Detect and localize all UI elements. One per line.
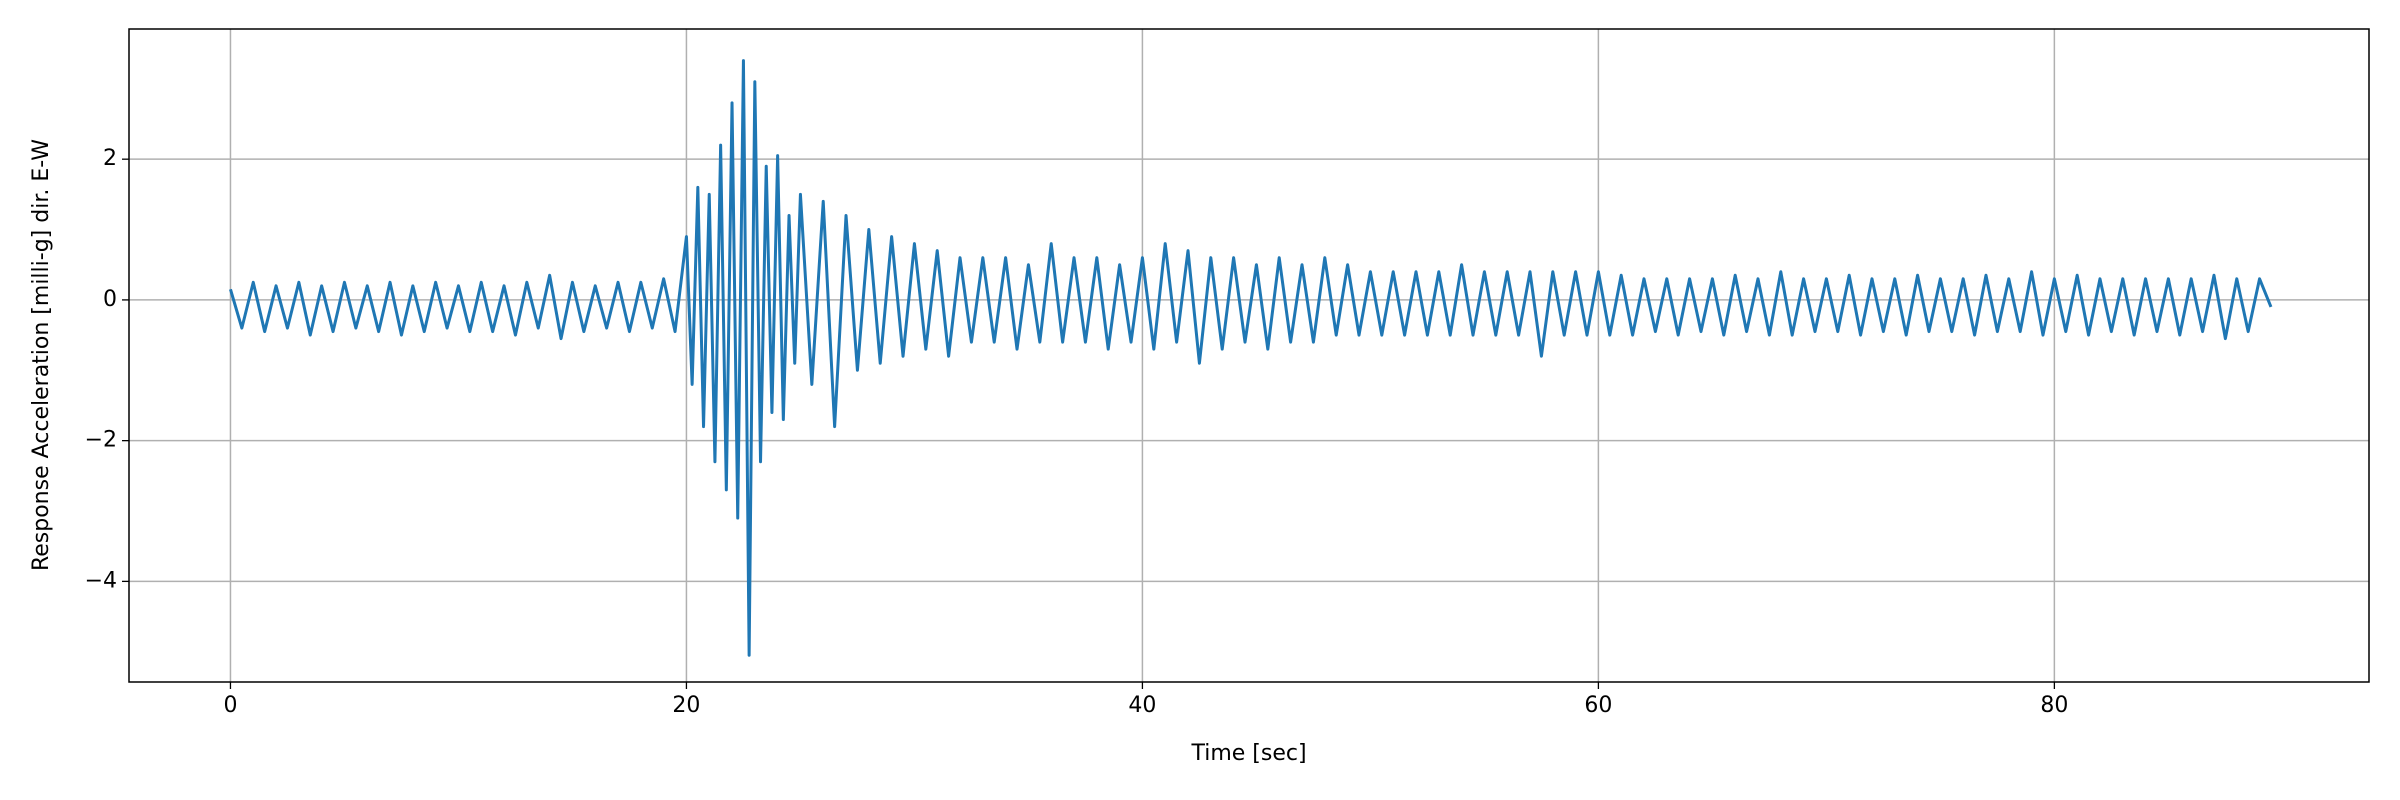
x-tick-label: 40 xyxy=(1128,693,1156,718)
y-tick-label: −2 xyxy=(85,428,117,453)
y-tick-label: 2 xyxy=(103,146,117,171)
x-axis-label: Time [sec] xyxy=(1190,741,1306,766)
x-tick-label: 20 xyxy=(672,693,700,718)
y-tick-label: −4 xyxy=(85,568,117,593)
x-tick-label: 80 xyxy=(2040,693,2068,718)
y-tick-label: 0 xyxy=(103,287,117,312)
x-tick-label: 60 xyxy=(1584,693,1612,718)
plot-frame xyxy=(128,28,2370,683)
x-tick-label: 0 xyxy=(223,693,237,718)
y-axis-label: Response Acceleration [milli-g] dir. E-W xyxy=(29,139,54,571)
data-line xyxy=(229,59,2273,657)
